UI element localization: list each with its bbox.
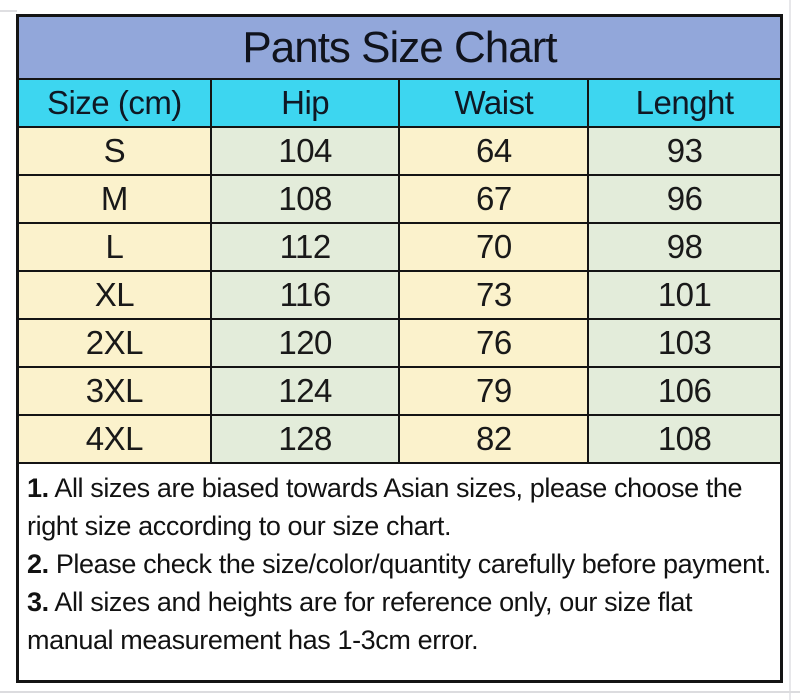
table-row-3xl: 3XL 124 79 106: [16, 366, 783, 416]
notes-row: 1. All sizes are biased towards Asian si…: [16, 462, 783, 683]
cell-waist: 70: [398, 222, 590, 272]
cell-hip: 124: [209, 366, 401, 416]
column-header-waist: Waist: [398, 78, 590, 128]
cell-size: 4XL: [16, 414, 212, 464]
cell-waist: 67: [398, 174, 590, 224]
cell-size: XL: [16, 270, 212, 320]
note-text: All sizes are biased towards Asian sizes…: [27, 473, 743, 541]
note-text: Please check the size/color/quantity car…: [48, 549, 772, 579]
cell-length: 108: [587, 414, 783, 464]
cell-length: 101: [587, 270, 783, 320]
cell-size: 3XL: [16, 366, 212, 416]
note-2: 2. Please check the size/color/quantity …: [27, 545, 772, 583]
table-row-l: L 112 70 98: [16, 222, 783, 272]
cell-hip: 112: [209, 222, 401, 272]
table-row-s: S 104 64 93: [16, 126, 783, 176]
title-row: Pants Size Chart: [16, 14, 783, 80]
cell-waist: 73: [398, 270, 590, 320]
cell-waist: 79: [398, 366, 590, 416]
cell-size: 2XL: [16, 318, 212, 368]
cell-hip: 128: [209, 414, 401, 464]
cell-length: 103: [587, 318, 783, 368]
cell-length: 98: [587, 222, 783, 272]
note-number: 3.: [27, 587, 49, 617]
photo-artifact-line: [0, 10, 17, 12]
note-3: 3. All sizes and heights are for referen…: [27, 583, 772, 659]
column-header-size: Size (cm): [16, 78, 212, 128]
cell-hip: 116: [209, 270, 401, 320]
table-row-m: M 108 67 96: [16, 174, 783, 224]
cell-length: 106: [587, 366, 783, 416]
size-chart-table: Pants Size Chart Size (cm) Hip Waist Len…: [16, 14, 783, 683]
column-header-hip: Hip: [209, 78, 401, 128]
cell-hip: 104: [209, 126, 401, 176]
cell-size: L: [16, 222, 212, 272]
cell-waist: 76: [398, 318, 590, 368]
column-header-length: Lenght: [587, 78, 783, 128]
cell-waist: 64: [398, 126, 590, 176]
cell-length: 93: [587, 126, 783, 176]
chart-title: Pants Size Chart: [16, 14, 783, 80]
note-1: 1. All sizes are biased towards Asian si…: [27, 469, 772, 545]
cell-size: M: [16, 174, 212, 224]
note-text: All sizes and heights are for reference …: [27, 587, 693, 655]
table-row-4xl: 4XL 128 82 108: [16, 414, 783, 464]
header-row: Size (cm) Hip Waist Lenght: [16, 78, 783, 128]
cell-size: S: [16, 126, 212, 176]
cell-hip: 108: [209, 174, 401, 224]
cell-waist: 82: [398, 414, 590, 464]
cell-length: 96: [587, 174, 783, 224]
note-number: 1.: [27, 473, 49, 503]
table-row-2xl: 2XL 120 76 103: [16, 318, 783, 368]
table-row-xl: XL 116 73 101: [16, 270, 783, 320]
notes-section: 1. All sizes are biased towards Asian si…: [16, 462, 783, 683]
note-number: 2.: [27, 549, 49, 579]
cell-hip: 120: [209, 318, 401, 368]
photo-artifact-line: [0, 691, 800, 693]
photo-artifact-line: [789, 0, 791, 700]
